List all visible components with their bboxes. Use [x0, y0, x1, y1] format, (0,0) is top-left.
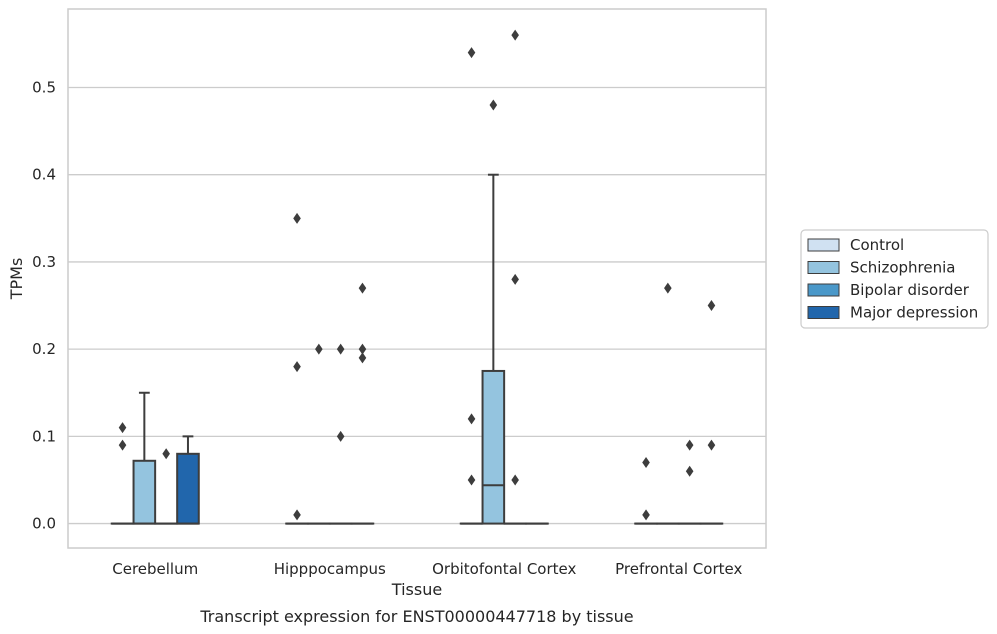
outlier-point — [293, 509, 301, 521]
outlier-point — [685, 465, 694, 477]
box-rect — [132, 459, 157, 525]
outlier-point — [358, 352, 367, 364]
box-0-1 — [132, 391, 157, 525]
outlier-point — [707, 439, 716, 451]
y-tick-label: 0.3 — [32, 253, 56, 271]
box-1-0 — [285, 212, 309, 525]
outlier-point — [642, 509, 650, 521]
outlier-point — [642, 457, 650, 469]
outlier-point — [118, 422, 127, 434]
legend-swatch — [807, 261, 840, 274]
outlier-point — [489, 99, 498, 111]
outlier-point — [467, 47, 476, 59]
box-1-1 — [307, 343, 331, 525]
legend-label: Control — [850, 236, 904, 254]
x-tick-label: Cerebellum — [112, 560, 198, 578]
outlier-point — [511, 29, 519, 41]
legend-label: Bipolar disorder — [850, 281, 970, 299]
box-3-1 — [656, 282, 680, 525]
box-0-2 — [154, 448, 178, 525]
box-2-0 — [459, 47, 484, 525]
outlier-point — [685, 439, 694, 451]
box-rect — [176, 452, 200, 525]
outlier-point — [511, 474, 519, 486]
box-2-2 — [503, 29, 527, 525]
outlier-point — [664, 282, 672, 294]
legend-swatch — [807, 306, 840, 319]
outlier-point — [315, 343, 323, 355]
box-1-2 — [328, 343, 353, 525]
outlier-point — [336, 343, 345, 355]
y-tick-label: 0.4 — [32, 166, 56, 184]
box-1-3 — [350, 282, 375, 525]
y-tick-label: 0.2 — [32, 340, 56, 358]
outlier-point — [467, 413, 476, 425]
outlier-point — [511, 273, 519, 285]
box-2-1 — [481, 99, 506, 525]
x-axis-label: Tissue — [391, 580, 442, 599]
outlier-point — [293, 361, 301, 373]
legend-swatch — [807, 283, 840, 297]
outlier-point — [707, 300, 716, 312]
x-tick-label: Hipppocampus — [274, 560, 386, 578]
box-3-2 — [677, 439, 702, 525]
legend-frame — [800, 229, 989, 329]
box-0-3 — [176, 435, 200, 525]
outlier-point — [118, 439, 127, 451]
x-tick-label: Orbitofontal Cortex — [432, 560, 576, 578]
y-tick-label: 0.0 — [32, 515, 56, 533]
chart-caption: Transcript expression for ENST0000044771… — [199, 607, 633, 626]
legend: Control Schizophrenia Bipolar disorder Majo… — [800, 229, 989, 329]
box-3-0 — [634, 457, 658, 525]
plot-frame — [67, 8, 767, 549]
box-3-3 — [699, 300, 724, 525]
legend-swatch — [807, 238, 840, 252]
outlier-point — [336, 430, 345, 442]
legend-label: Schizophrenia — [850, 259, 955, 277]
outlier-point — [467, 474, 476, 486]
y-axis-label: TPMs — [7, 258, 26, 301]
grid-lines — [68, 86, 766, 525]
x-axis-ticks: Cerebellum Hipppocampus Orbitofontal Corte… — [112, 560, 742, 578]
y-axis-ticks: 0.0 0.1 0.2 0.3 0.4 0.5 — [32, 78, 56, 532]
y-tick-label: 0.1 — [32, 427, 56, 445]
legend-label: Major depression — [850, 304, 978, 322]
x-tick-label: Prefrontal Cortex — [615, 560, 742, 578]
outlier-point — [358, 343, 367, 355]
outlier-point — [162, 448, 170, 460]
y-tick-label: 0.5 — [32, 78, 56, 96]
outlier-point — [293, 212, 301, 224]
box-rect — [481, 369, 506, 525]
box-plots — [110, 29, 724, 525]
outlier-point — [358, 282, 367, 294]
box-0-0 — [110, 422, 135, 525]
